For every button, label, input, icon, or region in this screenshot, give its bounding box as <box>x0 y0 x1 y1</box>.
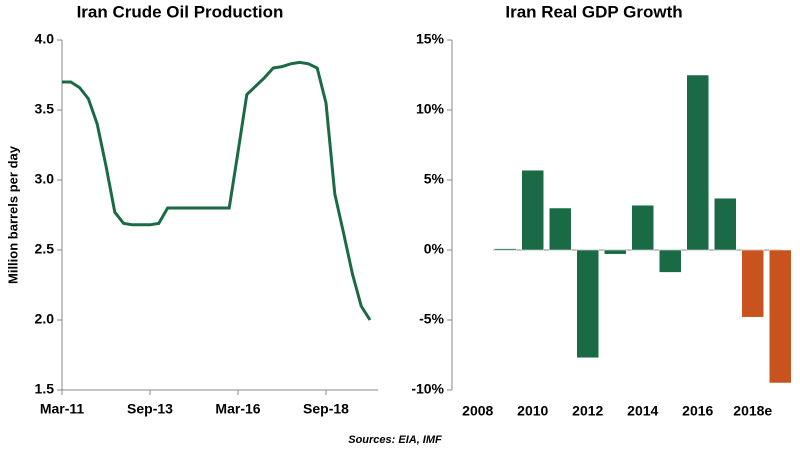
x-tick-label: Sep-13 <box>127 401 173 417</box>
chart-title: Iran Crude Oil Production <box>77 2 284 21</box>
y-tick-label: -5% <box>419 311 444 327</box>
y-tick-label: 1.5 <box>35 381 55 397</box>
x-tick-label: 2016 <box>682 403 713 419</box>
x-tick-label: Mar-16 <box>215 401 260 417</box>
x-tick-label: 2010 <box>517 403 548 419</box>
bar <box>576 249 599 359</box>
x-tick-label: 2014 <box>627 403 658 419</box>
x-tick-label: Mar-11 <box>40 401 85 417</box>
y-tick-label: 15% <box>416 31 445 47</box>
y-axis-label: Million barrels per day <box>5 145 20 284</box>
bar <box>521 169 544 251</box>
y-tick-label: 3.0 <box>35 171 55 187</box>
y-tick-label: 2.5 <box>35 241 55 257</box>
y-tick-label: -10% <box>411 381 444 397</box>
bar <box>686 74 709 251</box>
x-tick-label: Sep-18 <box>303 401 349 417</box>
y-tick-label: 3.5 <box>35 101 55 117</box>
x-tick-label: 2018e <box>733 403 772 419</box>
source-note: Sources: EIA, IMF <box>348 434 442 446</box>
bar <box>769 249 792 384</box>
y-tick-label: 5% <box>424 171 445 187</box>
y-tick-label: 2.0 <box>35 311 55 327</box>
chart-title: Iran Real GDP Growth <box>505 2 682 21</box>
bar <box>549 207 572 251</box>
bar <box>604 249 627 255</box>
y-tick-label: 10% <box>416 101 445 117</box>
y-tick-label: 4.0 <box>35 31 55 47</box>
line-series <box>62 60 372 321</box>
bar <box>741 249 764 318</box>
x-tick-label: 2012 <box>572 403 603 419</box>
y-tick-label: 0% <box>424 241 445 257</box>
bar <box>631 204 654 251</box>
bar <box>659 249 682 273</box>
bar <box>494 248 517 251</box>
bar <box>714 197 737 251</box>
x-tick-label: 2008 <box>462 403 493 419</box>
